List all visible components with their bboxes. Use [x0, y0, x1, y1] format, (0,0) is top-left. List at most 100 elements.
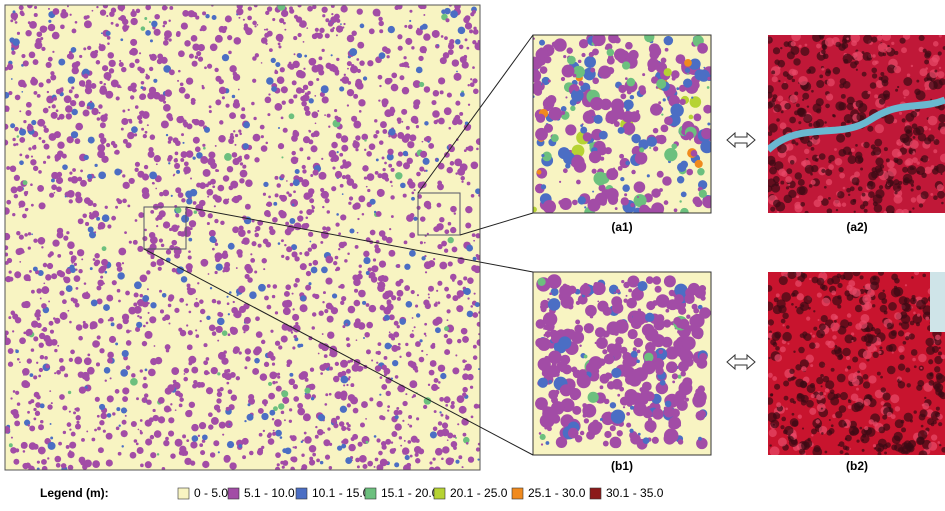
- patch: [29, 52, 36, 59]
- patch: [219, 120, 223, 124]
- patch: [52, 51, 54, 53]
- patch: [470, 386, 473, 389]
- patch: [253, 117, 256, 120]
- patch: [444, 36, 448, 40]
- patch: [106, 31, 111, 36]
- patch: [130, 48, 138, 56]
- patch: [225, 376, 229, 380]
- patch: [146, 270, 150, 274]
- texture: [818, 319, 820, 321]
- patch: [541, 306, 547, 312]
- patch: [633, 347, 637, 351]
- patch: [183, 332, 186, 335]
- patch: [302, 371, 308, 377]
- patch: [107, 413, 112, 418]
- texture: [928, 359, 933, 364]
- patch: [34, 13, 38, 17]
- patch: [661, 298, 665, 302]
- texture: [848, 151, 852, 155]
- texture: [881, 75, 889, 83]
- patch: [163, 40, 169, 46]
- texture: [777, 211, 779, 213]
- patch: [33, 59, 39, 65]
- texture: [811, 394, 815, 398]
- patch: [625, 42, 633, 50]
- texture: [876, 168, 884, 176]
- patch: [694, 287, 705, 298]
- patch: [85, 222, 89, 226]
- patch: [455, 39, 461, 45]
- patch: [473, 257, 477, 261]
- patch: [54, 318, 60, 324]
- patch: [30, 183, 33, 186]
- texture: [782, 332, 792, 342]
- texture: [809, 342, 816, 349]
- patch: [565, 124, 576, 135]
- patch: [150, 210, 154, 214]
- patch: [12, 330, 14, 332]
- patch: [81, 258, 83, 260]
- patch: [321, 85, 329, 93]
- patch: [47, 91, 49, 93]
- patch: [299, 147, 303, 151]
- texture: [868, 375, 876, 383]
- patch: [462, 392, 466, 396]
- patch: [338, 248, 340, 250]
- patch: [457, 280, 463, 286]
- patch: [211, 417, 219, 425]
- texture: [816, 329, 825, 338]
- patch: [411, 384, 414, 387]
- texture: [855, 323, 862, 330]
- patch: [452, 119, 458, 125]
- patch: [122, 110, 125, 113]
- patch: [282, 101, 286, 105]
- patch: [644, 32, 654, 42]
- texture: [810, 364, 813, 367]
- patch: [93, 258, 96, 261]
- patch: [35, 411, 40, 416]
- patch: [235, 196, 240, 201]
- patch: [154, 14, 160, 20]
- patch: [348, 394, 355, 401]
- patch: [306, 271, 311, 276]
- patch: [336, 34, 338, 36]
- patch: [620, 93, 626, 99]
- patch: [179, 298, 184, 303]
- patch: [168, 162, 170, 164]
- patch: [270, 330, 273, 333]
- texture: [911, 276, 914, 279]
- patch: [192, 435, 199, 442]
- patch: [413, 217, 417, 221]
- patch: [672, 303, 677, 308]
- patch: [314, 95, 316, 97]
- patch: [209, 230, 216, 237]
- patch: [622, 184, 630, 192]
- patch: [163, 101, 166, 104]
- patch: [149, 316, 156, 323]
- patch: [146, 322, 149, 325]
- patch: [59, 365, 65, 371]
- patch: [44, 356, 48, 360]
- patch: [200, 309, 205, 314]
- patch: [228, 389, 233, 394]
- patch: [679, 200, 681, 202]
- patch: [72, 29, 77, 34]
- patch: [334, 109, 337, 112]
- texture: [832, 335, 836, 339]
- patch: [174, 247, 182, 255]
- patch: [92, 10, 94, 12]
- patch: [256, 331, 263, 338]
- patch: [423, 14, 425, 16]
- patch: [469, 29, 473, 33]
- patch: [441, 35, 444, 38]
- patch: [292, 308, 294, 310]
- patch: [171, 240, 177, 246]
- patch: [140, 369, 143, 372]
- patch: [253, 134, 261, 142]
- texture: [829, 419, 831, 421]
- patch: [335, 223, 339, 227]
- patch: [31, 348, 35, 352]
- patch: [21, 380, 29, 388]
- legend-swatch: [590, 488, 601, 499]
- texture: [798, 121, 801, 124]
